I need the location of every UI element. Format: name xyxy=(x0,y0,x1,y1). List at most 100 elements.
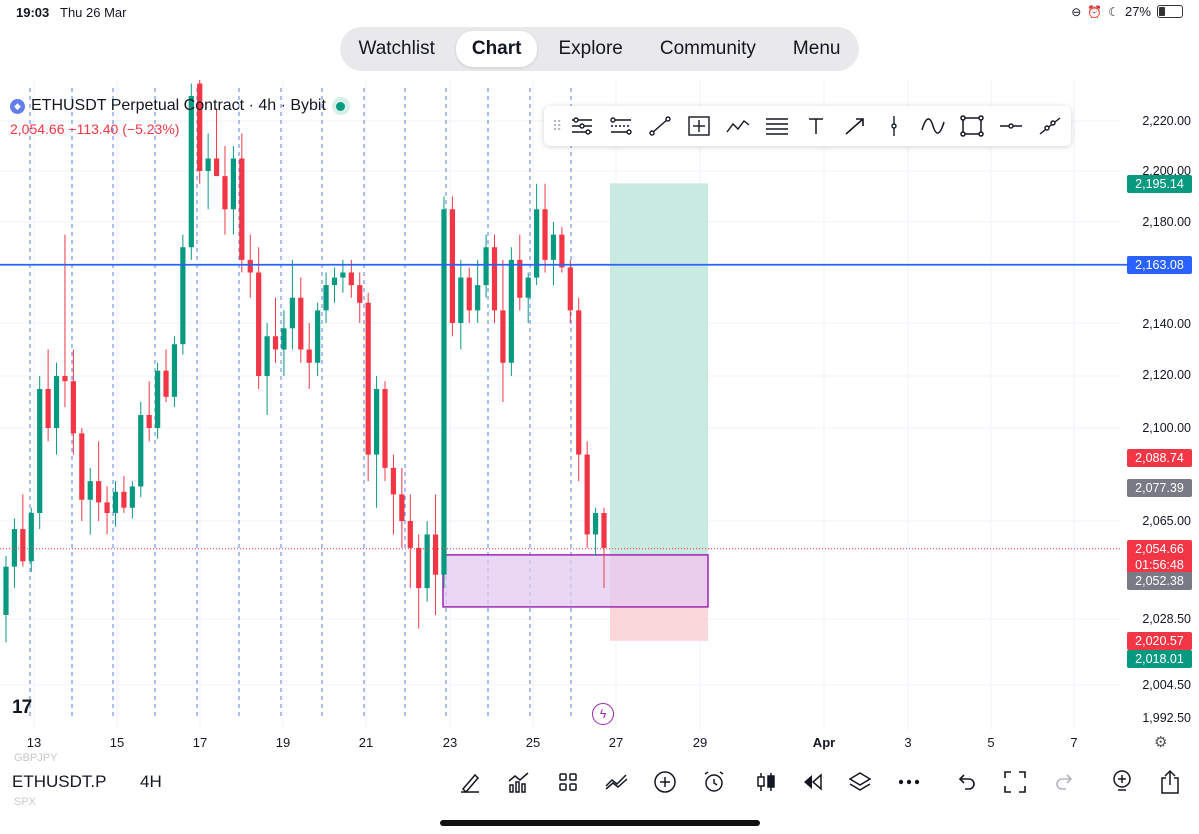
nav-explore[interactable]: Explore xyxy=(558,38,623,59)
curve-icon[interactable] xyxy=(913,110,952,142)
vertical-line-icon[interactable] xyxy=(874,110,913,142)
candle-body xyxy=(154,370,161,428)
horizontal-ray-icon[interactable] xyxy=(991,110,1030,142)
pattern-icon[interactable] xyxy=(718,110,757,142)
last-price-tag: 2,054.66 01:56:48 xyxy=(1127,540,1192,574)
rectangle-icon[interactable] xyxy=(952,110,991,142)
nav-menu[interactable]: Menu xyxy=(792,38,841,59)
target-price-tag: 2,195.14 xyxy=(1127,175,1192,193)
arrow-icon[interactable] xyxy=(835,110,874,142)
candle-body xyxy=(306,349,312,363)
replay-icon[interactable] xyxy=(797,769,827,795)
layers-icon[interactable] xyxy=(845,769,875,795)
price-label: 2,004.50 xyxy=(1142,678,1191,692)
candle-body xyxy=(517,259,523,298)
symbol-title: ETHUSDT Perpetual Contract · 4h · Bybit xyxy=(31,97,326,114)
battery-icon xyxy=(1157,5,1183,18)
price-label: 2,200.00 xyxy=(1142,164,1191,178)
stop-price-tag: 2,020.57 xyxy=(1127,632,1192,650)
candle-body xyxy=(298,297,304,350)
templates-icon[interactable] xyxy=(553,769,583,795)
nav-watchlist[interactable]: Watchlist xyxy=(358,38,435,59)
candle-body xyxy=(146,415,152,428)
link-icon: ⊖ xyxy=(1071,4,1082,19)
moon-icon: ☾ xyxy=(1108,4,1119,19)
fullscreen-icon[interactable] xyxy=(1000,769,1030,795)
time-label: 3 xyxy=(904,735,912,750)
price-label: 2,120.00 xyxy=(1142,368,1191,382)
parallel-channel-icon[interactable] xyxy=(757,110,796,142)
trendline-icon[interactable] xyxy=(640,110,679,142)
candle-body xyxy=(272,336,279,350)
pitchfork-icon[interactable] xyxy=(562,110,601,142)
time-label: 17 xyxy=(192,735,208,750)
candle-body xyxy=(138,415,144,487)
candle-body xyxy=(163,370,169,397)
alarm-icon: ⏰ xyxy=(1087,4,1103,19)
market-open-icon xyxy=(331,97,350,115)
share-icon[interactable] xyxy=(1155,769,1185,795)
tradingview-logo: 17 xyxy=(12,697,32,718)
candle-body xyxy=(542,209,548,260)
candle-body xyxy=(239,158,245,260)
time-label: 15 xyxy=(109,735,125,750)
idea-icon[interactable] xyxy=(1107,769,1137,795)
candle-body xyxy=(601,513,607,548)
fixed-range-icon[interactable] xyxy=(679,110,718,142)
candle-body xyxy=(45,389,51,428)
draw-icon[interactable] xyxy=(455,769,485,795)
candle-body xyxy=(491,247,498,311)
candle-body xyxy=(357,285,363,303)
nav-community[interactable]: Community xyxy=(659,38,756,59)
status-date: Thu 26 Mar xyxy=(60,5,127,20)
candle-body xyxy=(112,491,119,514)
redo-icon[interactable] xyxy=(1050,769,1080,795)
change-value: −113.40 xyxy=(68,121,119,137)
time-label: 19 xyxy=(275,735,291,750)
candle-body xyxy=(508,259,514,363)
price-chart[interactable] xyxy=(0,80,1199,730)
symbol-header[interactable]: ◆ ETHUSDT Perpetual Contract · 4h · Bybi… xyxy=(10,97,350,115)
price-tag: 2,018.01 xyxy=(1127,650,1192,668)
compare-icon[interactable] xyxy=(602,769,632,795)
add-icon[interactable] xyxy=(650,769,680,795)
timeframe-button[interactable]: 4H xyxy=(140,772,162,791)
candle-body xyxy=(399,494,405,521)
undo-icon[interactable] xyxy=(951,769,981,795)
price-label: 2,140.00 xyxy=(1142,317,1191,331)
candle-type-icon[interactable] xyxy=(751,769,781,795)
ghost-symbol: GBPJPY xyxy=(14,752,58,764)
price-label: 2,220.00 xyxy=(1142,114,1191,128)
alert-icon[interactable] xyxy=(699,769,729,795)
indicators-icon[interactable] xyxy=(504,769,534,795)
candle-body xyxy=(441,209,447,575)
events-icon[interactable]: ϟ xyxy=(592,703,614,725)
candle-body xyxy=(28,513,34,562)
text-icon[interactable] xyxy=(796,110,835,142)
change-percent: (−5.23%) xyxy=(122,121,180,137)
last-price: 2,054.66 xyxy=(10,121,65,137)
candle-body xyxy=(121,491,127,508)
nav-chart[interactable]: Chart xyxy=(455,31,538,67)
time-label: 23 xyxy=(442,735,458,750)
time-label: 25 xyxy=(525,735,541,750)
candle-body xyxy=(323,285,329,311)
candle-body xyxy=(331,277,338,286)
drag-handle-icon[interactable]: ⠿ xyxy=(552,117,563,134)
fib-retracement-icon[interactable] xyxy=(601,110,640,142)
candle-body xyxy=(96,481,102,503)
candle-body xyxy=(79,433,85,500)
candle-body xyxy=(534,209,540,278)
candle-body xyxy=(407,521,413,548)
candle-body xyxy=(222,176,228,210)
candle-body xyxy=(180,247,186,345)
candle-body xyxy=(576,310,582,455)
candle-body xyxy=(213,158,220,177)
extended-line-icon[interactable] xyxy=(1030,110,1069,142)
candle-body xyxy=(37,389,43,514)
time-label: 21 xyxy=(358,735,374,750)
price-label: 2,180.00 xyxy=(1142,215,1191,229)
settings-icon[interactable]: ⚙ xyxy=(1154,734,1168,751)
symbol-button[interactable]: ETHUSDT.P xyxy=(12,772,107,791)
more-icon[interactable] xyxy=(894,769,924,795)
